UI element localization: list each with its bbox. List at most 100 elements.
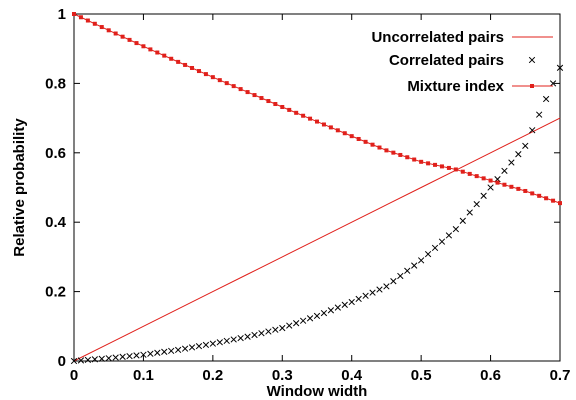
data-point-square (120, 34, 125, 39)
data-point-cross (480, 192, 487, 199)
data-point-cross (369, 289, 376, 296)
data-point-cross (91, 356, 98, 363)
data-point-square (85, 18, 90, 23)
data-point-square (141, 44, 146, 49)
data-point-cross (390, 278, 397, 285)
data-point-square (523, 188, 528, 193)
data-point-square (238, 87, 243, 92)
data-point-cross (362, 292, 369, 299)
data-point-cross (341, 301, 348, 308)
data-point-cross (126, 352, 133, 360)
data-point-square (321, 122, 326, 127)
y-tick-label: 0.6 (45, 145, 66, 162)
data-point-cross (168, 347, 175, 355)
data-point-cross (258, 330, 265, 337)
data-point-cross (355, 295, 362, 303)
data-point-cross (411, 262, 418, 269)
data-point-square (72, 12, 76, 16)
legend-label: Correlated pairs (389, 52, 504, 69)
data-point-square (308, 116, 313, 121)
data-point-square (439, 164, 444, 169)
data-point-cross (265, 328, 272, 335)
data-point-cross (112, 354, 119, 361)
legend-marker-cross (528, 56, 536, 64)
data-point-cross (77, 357, 85, 364)
data-point-cross (327, 307, 335, 314)
data-point-cross (306, 315, 314, 322)
data-point-square (148, 47, 153, 52)
legend-marker-square (530, 84, 534, 88)
x-tick-label: 0.4 (341, 367, 363, 384)
data-point-square (502, 182, 507, 187)
data-point-cross (133, 352, 140, 359)
data-point-square (509, 184, 514, 189)
series-mixture-index (72, 12, 562, 206)
data-point-square (210, 75, 215, 80)
data-point-square (155, 50, 160, 55)
data-point-square (259, 96, 264, 101)
data-point-cross (209, 340, 217, 347)
data-point-cross (237, 334, 244, 342)
data-point-square (335, 128, 340, 133)
y-tick-label: 0.8 (45, 75, 66, 92)
series-correlated-pairs (70, 64, 564, 365)
data-point-cross (279, 324, 286, 332)
data-point-cross (487, 184, 494, 191)
data-point-cross (452, 225, 460, 233)
data-point-cross (529, 127, 536, 134)
data-point-square (481, 176, 486, 181)
data-point-square (224, 81, 229, 86)
data-point-square (433, 162, 438, 167)
data-point-square (245, 90, 250, 95)
data-point-square (391, 150, 396, 155)
x-tick-label: 0 (70, 367, 78, 384)
data-point-cross (272, 326, 279, 333)
data-point-square (488, 178, 493, 183)
data-point-square (530, 191, 535, 196)
plot-frame (73, 13, 561, 362)
data-point-square (315, 119, 319, 124)
data-point-cross (84, 356, 92, 364)
series-line (73, 117, 561, 362)
y-axis-label: Relative probability (11, 118, 28, 257)
data-point-cross (147, 350, 154, 357)
data-point-cross (542, 95, 550, 103)
data-point-square (99, 25, 104, 30)
data-point-square (183, 62, 188, 67)
data-point-cross (473, 201, 480, 208)
data-point-square (342, 131, 347, 136)
data-point-square (363, 139, 368, 144)
data-point-square (516, 186, 521, 191)
x-axis-label: Window width (267, 383, 368, 400)
data-point-cross (383, 283, 390, 290)
data-point-square (162, 53, 167, 58)
data-point-square (252, 93, 257, 98)
data-point-cross (202, 341, 210, 349)
data-point-square (301, 113, 306, 118)
x-tick-label: 0.6 (480, 367, 501, 384)
data-point-cross (119, 353, 126, 360)
data-point-square (426, 161, 431, 166)
data-point-square (273, 102, 278, 107)
data-point-cross (508, 159, 515, 166)
data-point-square (287, 107, 292, 112)
data-point-cross (195, 342, 203, 350)
data-point-cross (286, 322, 293, 329)
data-point-square (266, 99, 271, 104)
data-point-cross (459, 217, 466, 224)
data-point-cross (334, 304, 341, 311)
data-point-square (113, 31, 118, 36)
data-point-square (176, 59, 181, 64)
data-point-cross (522, 142, 529, 150)
legend-label: Uncorrelated pairs (371, 29, 504, 46)
data-point-square (453, 167, 458, 172)
data-point-cross (515, 151, 522, 158)
data-point-cross (161, 348, 168, 355)
data-point-cross (216, 339, 223, 346)
data-point-square (280, 104, 285, 109)
data-point-cross (348, 298, 355, 306)
series-uncorrelated-pairs (73, 117, 561, 362)
data-point-cross (313, 312, 321, 320)
data-point-square (231, 84, 236, 89)
